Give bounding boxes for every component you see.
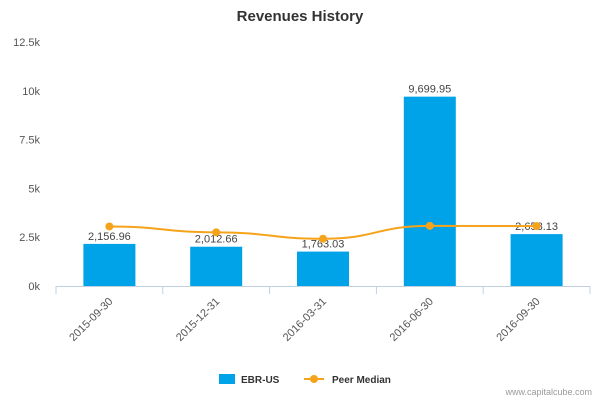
watermark-text: www.capitalcube.com (504, 387, 592, 397)
x-tick-label: 2016-03-31 (281, 296, 329, 344)
x-axis: 2015-09-30 2015-12-31 2016-03-31 2016-06-30… (55, 286, 591, 344)
peer-median-point (532, 222, 541, 231)
legend: EBR-US Peer Median (219, 374, 391, 386)
bar (403, 96, 456, 286)
x-tick-label: 2016-09-30 (494, 296, 542, 344)
y-tick-label: 7.5k (19, 135, 40, 147)
y-axis: 0k 2.5k 5k 7.5k 10k 12.5k (13, 37, 40, 293)
y-tick-label: 10k (22, 86, 40, 98)
bar (190, 246, 243, 286)
legend-label-peer-median: Peer Median (332, 375, 391, 386)
y-tick-label: 5k (28, 183, 40, 195)
peer-median-line-group (105, 221, 541, 243)
legend-swatch-ebr-us (219, 374, 235, 384)
y-tick-label: 12.5k (13, 37, 40, 49)
peer-median-point (425, 221, 434, 230)
chart-title: Revenues History (237, 8, 364, 25)
y-tick-label: 2.5k (19, 232, 40, 244)
x-tick-label: 2015-12-31 (174, 296, 222, 344)
legend-label-ebr-us: EBR-US (241, 375, 280, 386)
x-tick-label: 2016-06-30 (388, 296, 436, 344)
bar-data-label: 9,699.95 (408, 84, 451, 96)
bar-data-label: 2,012.66 (195, 234, 238, 246)
bar (510, 234, 563, 286)
y-tick-label: 0k (28, 281, 40, 293)
bar (83, 243, 136, 286)
bar-data-label: 2,156.96 (88, 231, 131, 243)
peer-median-point (212, 228, 221, 237)
legend-marker-peer-median (310, 375, 318, 383)
bar (297, 251, 349, 286)
x-tick-label: 2015-09-30 (67, 296, 115, 344)
bar-series-group (83, 96, 563, 286)
peer-median-point (319, 234, 327, 243)
peer-median-point (105, 222, 114, 231)
bar-data-label: 1,763.03 (302, 239, 345, 251)
